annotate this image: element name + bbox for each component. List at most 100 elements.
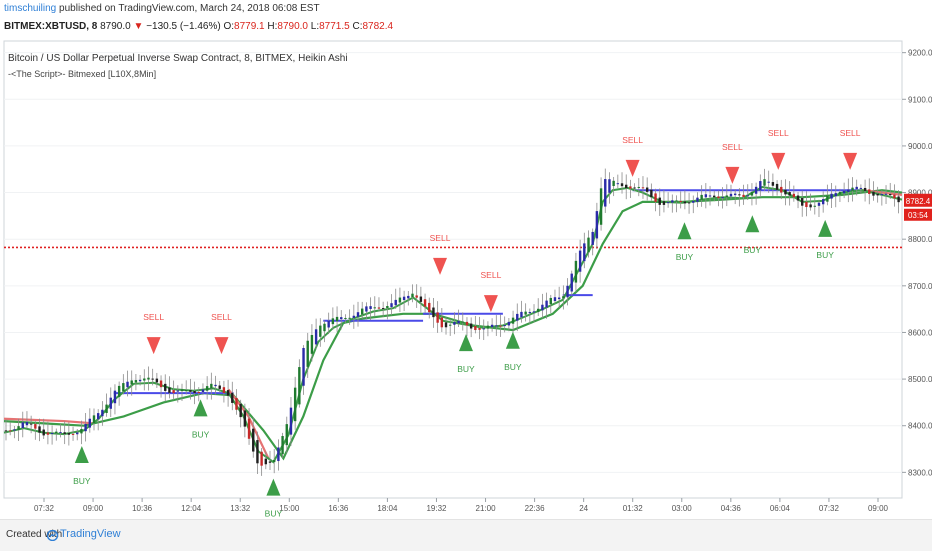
chart-legend-title: Bitcoin / US Dollar Perpetual Inverse Sw… [8,53,348,64]
candle-body [587,237,590,253]
y-tick-label: 8800.0 [908,235,932,244]
candle-body [122,383,125,392]
sell-signal-label: SELL [840,128,861,138]
candle-body [792,193,796,198]
price-chart[interactable]: 8300.0 8400.0 8500.0 8600.0 8700.0 8800.0 8900… [0,39,932,519]
y-tick-label: 8700.0 [908,282,932,291]
x-tick-label: 03:00 [672,504,693,513]
candle-body [629,186,632,189]
candle-body [398,297,402,303]
candle-body [842,190,846,194]
candle-body [205,386,209,391]
candle-body [553,297,557,302]
candle-body [821,199,825,205]
candle-body [562,296,565,299]
candle-body [88,418,92,428]
candle-body [80,428,83,434]
y-tick-label: 8500.0 [908,375,932,384]
candle-body [407,295,410,299]
candle-body [46,432,50,435]
candle-body [239,403,242,418]
y-tick-label: 8600.0 [908,328,932,337]
candle-body [252,428,255,452]
candle-body [788,192,791,196]
candle-body [143,378,146,381]
sell-signal-label: SELL [722,142,743,152]
candle-body [323,323,326,332]
candle-body [386,306,389,309]
buy-signal-marker [677,222,692,240]
candle-body [327,320,330,328]
y-tick-label: 9200.0 [908,49,932,58]
candle-body [155,378,159,383]
x-tick-label: 16:36 [328,504,349,513]
candle-body [566,285,569,298]
candle-body [754,186,758,194]
open-value: 8779.1 [234,21,265,32]
candle-body [67,433,71,435]
candle-body [331,318,335,325]
candle-body [402,296,406,301]
candle-body [633,187,636,189]
candle-body [172,390,175,394]
x-tick-label: 15:00 [279,504,300,513]
candle-body [361,308,364,315]
candle-body [645,187,649,192]
candle-body [444,322,448,328]
candle-body [310,334,314,354]
candle-body [84,424,87,432]
candle-body [897,196,900,203]
candle-body [63,432,66,434]
sell-signal-marker [214,337,229,355]
candle-body [863,187,867,191]
candle-body [411,293,414,298]
sell-signal-label: SELL [143,312,164,322]
candle-body [130,380,133,385]
candle-body [214,384,217,387]
chart-area[interactable]: 8300.0 8400.0 8500.0 8600.0 8700.0 8800.0 8900… [0,39,932,519]
candle-body [260,451,263,466]
candle-body [25,422,29,426]
candle-body [805,201,808,208]
candle-body [210,383,213,389]
candle-body [419,296,423,302]
candle-body [654,193,657,202]
buy-signal-label: BUY [192,429,210,439]
tradingview-brand-link[interactable]: TradingView [60,528,121,540]
candle-body [243,410,247,427]
buy-signal-marker [505,331,520,349]
candle-body [775,183,779,190]
close-value: 8782.4 [362,21,394,32]
candle-body [666,202,670,204]
buy-signal-marker [193,399,208,417]
candle-body [872,191,875,196]
candle-body [683,201,687,204]
high-label: H: [267,21,278,32]
candle-body [868,189,871,194]
published-text: published on TradingView.com, March 24, … [59,3,320,14]
candle-body [302,347,305,386]
candle-body [293,387,297,422]
candle-body [687,202,691,204]
author-link[interactable]: timschuiling [4,3,57,14]
candle-body [763,179,766,186]
candle-body [704,194,708,198]
x-tick-label: 12:04 [181,504,202,513]
sell-signal-marker [433,257,448,275]
high-value: 8790.0 [277,21,308,32]
candle-body [390,303,393,308]
candle-body [344,317,347,319]
sell-signal-label: SELL [768,128,789,138]
candle-body [520,311,523,318]
buy-signal-label: BUY [744,245,762,255]
candle-body [625,184,628,189]
x-tick-label: 01:32 [623,504,644,513]
candle-body [537,308,540,312]
candle-body [176,390,180,392]
candle-body [738,194,741,196]
candle-body [516,313,519,321]
candle-body [671,200,674,203]
footer-bar: Created with TradingView [0,519,932,551]
candle-body [708,195,712,197]
candle-body [159,380,163,388]
